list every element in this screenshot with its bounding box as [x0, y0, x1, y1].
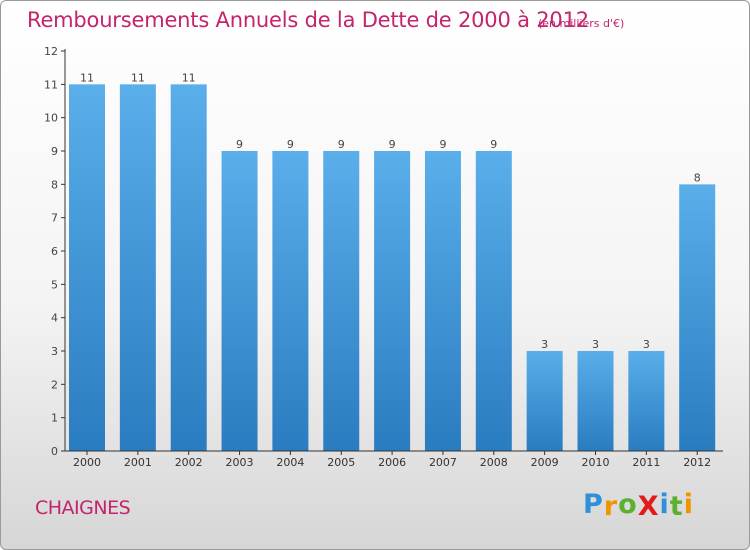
y-tick-label: 0 — [51, 445, 58, 458]
data-label-2010: 3 — [592, 338, 599, 351]
logo-letter: i — [683, 489, 694, 520]
bar-2002 — [170, 84, 207, 451]
logo-letter: P — [583, 489, 604, 520]
y-tick-label: 4 — [51, 312, 58, 325]
logo-letter: o — [618, 489, 638, 520]
bar-2005 — [323, 151, 360, 451]
y-tick-label: 3 — [51, 345, 58, 358]
bar-2008 — [475, 151, 512, 451]
bar-2012 — [679, 184, 716, 452]
data-label-2008: 9 — [490, 138, 497, 151]
data-label-2001: 11 — [131, 71, 145, 84]
bars: 11 11 11 9 9 9 9 9 9 3 3 3 8 — [69, 71, 716, 452]
data-label-2009: 3 — [541, 338, 548, 351]
x-tick-label: 2000 — [73, 456, 101, 469]
chart-unit: (en milliers d'€) — [538, 17, 625, 30]
x-tick-label: 2012 — [683, 456, 711, 469]
data-label-2011: 3 — [643, 338, 650, 351]
y-tick-label: 6 — [51, 245, 58, 258]
commune-name: CHAIGNES — [35, 497, 131, 519]
bar-2001 — [119, 84, 156, 451]
y-tick-label: 1 — [51, 412, 58, 425]
x-axis: 2000 2001 2002 2003 2004 2005 2006 2007 2008 2009… — [65, 450, 723, 469]
bar-2007 — [424, 151, 461, 451]
logo-letter: t — [669, 491, 684, 522]
chart-title: Remboursements Annuels de la Dette de 20… — [27, 8, 589, 32]
proxiti-logo: ProXiti — [583, 489, 694, 522]
x-tick-label: 2007 — [429, 456, 457, 469]
data-label-2002: 11 — [182, 71, 196, 84]
x-tick-label: 2011 — [632, 456, 660, 469]
logo-letter: X — [637, 491, 660, 522]
x-tick-label: 2002 — [175, 456, 203, 469]
data-label-2005: 9 — [338, 138, 345, 151]
bar-2010 — [577, 351, 614, 451]
y-tick-label: 7 — [51, 212, 58, 225]
x-tick-label: 2009 — [531, 456, 559, 469]
data-label-2006: 9 — [389, 138, 396, 151]
y-tick-label: 5 — [51, 278, 58, 291]
y-tick-label: 8 — [51, 178, 58, 191]
x-tick-label: 2006 — [378, 456, 406, 469]
data-label-2012: 8 — [694, 171, 701, 184]
bar-2009 — [526, 351, 563, 451]
y-tick-label: 12 — [44, 45, 58, 58]
bar-2003 — [221, 151, 258, 451]
data-label-2000: 11 — [80, 71, 94, 84]
y-tick-label: 9 — [51, 145, 58, 158]
data-label-2007: 9 — [439, 138, 446, 151]
y-tick-label: 11 — [44, 78, 58, 91]
x-tick-label: 2004 — [276, 456, 304, 469]
y-tick-label: 10 — [44, 112, 58, 125]
x-tick-label: 2005 — [327, 456, 355, 469]
x-tick-label: 2008 — [480, 456, 508, 469]
bar-2004 — [272, 151, 309, 451]
y-tick-label: 2 — [51, 378, 58, 391]
logo-letter: r — [603, 491, 619, 522]
x-tick-label: 2001 — [124, 456, 152, 469]
bar-2000 — [69, 84, 105, 451]
x-tick-label: 2010 — [582, 456, 610, 469]
data-label-2004: 9 — [287, 138, 294, 151]
logo-letter: i — [659, 489, 670, 520]
data-label-2003: 9 — [236, 138, 243, 151]
bar-2011 — [628, 351, 665, 451]
bar-2006 — [374, 151, 411, 451]
x-tick-label: 2003 — [226, 456, 254, 469]
